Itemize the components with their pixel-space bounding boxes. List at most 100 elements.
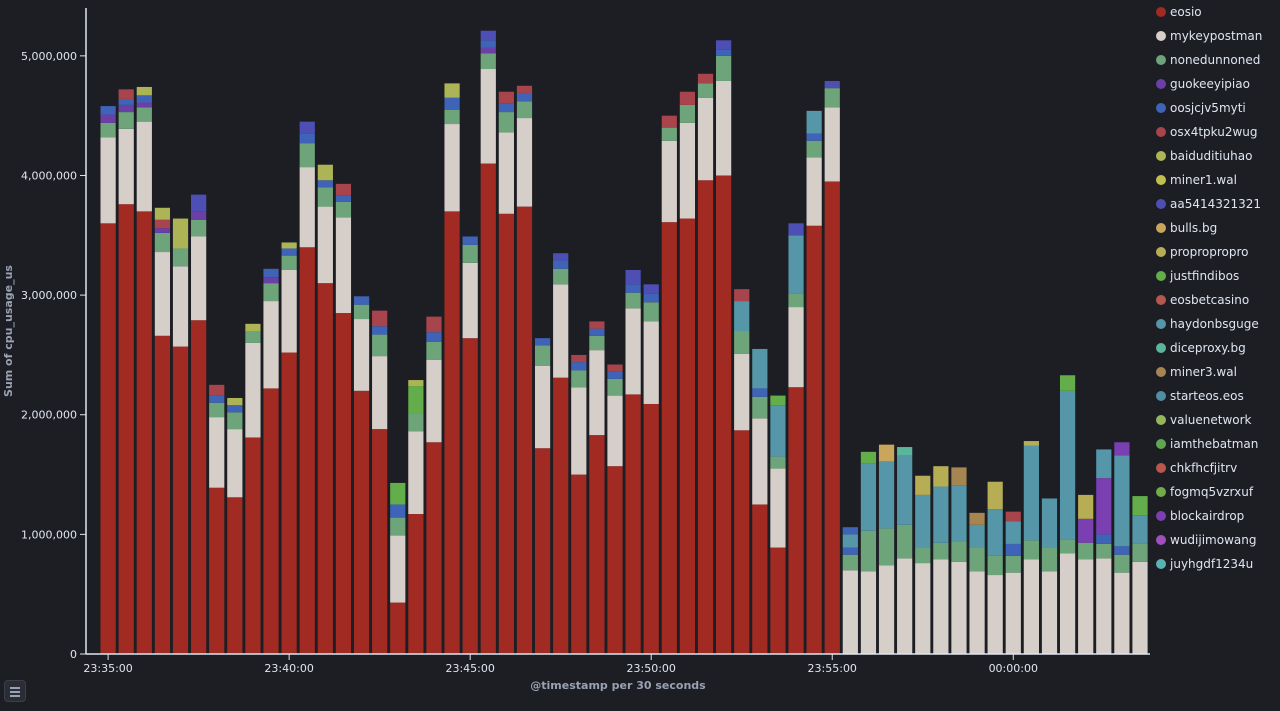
bar-segment-48-nonedunnoned[interactable] bbox=[969, 547, 985, 572]
bar-segment-8-nonedunnoned[interactable] bbox=[245, 331, 261, 343]
bar-segment-18-nonedunnoned[interactable] bbox=[426, 341, 442, 360]
bar-segment-37-nonedunnoned[interactable] bbox=[770, 456, 786, 469]
bar-segment-7-eosio[interactable] bbox=[227, 497, 243, 654]
bar-segment-3-guokeeyipiao[interactable] bbox=[154, 228, 171, 233]
bar-segment-55-mykeypostman[interactable] bbox=[1096, 558, 1112, 654]
bar-segment-30-oosjcjv5myti[interactable] bbox=[643, 293, 659, 303]
bar-segment-21-aa5414321321[interactable] bbox=[480, 30, 496, 41]
bar-segment-25-nonedunnoned[interactable] bbox=[553, 268, 569, 285]
bar-segment-34-mykeypostman[interactable] bbox=[716, 80, 732, 176]
bar-segment-3-mykeypostman[interactable] bbox=[154, 252, 171, 336]
bar-segment-40-eosio[interactable] bbox=[824, 181, 840, 654]
bar-segment-25-mykeypostman[interactable] bbox=[553, 284, 569, 378]
bar-segment-53-justfindibos[interactable] bbox=[1059, 375, 1076, 391]
legend-item-eosio[interactable]: eosio bbox=[1156, 5, 1202, 19]
bar-segment-36-haydonbsguge[interactable] bbox=[752, 348, 768, 389]
bar-segment-31-eosio[interactable] bbox=[661, 222, 677, 654]
bar-segment-10-eosio[interactable] bbox=[281, 352, 297, 654]
bar-segment-49-propropropro[interactable] bbox=[987, 481, 1003, 510]
bar-segment-2-guokeeyipiao[interactable] bbox=[136, 102, 152, 108]
bar-segment-55-oosjcjv5myti[interactable] bbox=[1096, 534, 1112, 544]
bar-segment-32-nonedunnoned[interactable] bbox=[679, 104, 696, 123]
bar-segment-8-baiduditiuhao[interactable] bbox=[245, 323, 261, 331]
bar-segment-4-nonedunnoned[interactable] bbox=[172, 248, 189, 267]
bar-segment-56-nonedunnoned[interactable] bbox=[1114, 554, 1130, 573]
bar-segment-9-nonedunnoned[interactable] bbox=[263, 283, 279, 302]
legend-item-haydonbsguge[interactable]: haydonbsguge bbox=[1156, 317, 1259, 331]
bar-segment-12-oosjcjv5myti[interactable] bbox=[317, 180, 333, 188]
bar-segment-26-osx4tpku2wug[interactable] bbox=[571, 354, 587, 363]
bar-segment-47-haydonbsguge[interactable] bbox=[951, 485, 967, 542]
bar-segment-42-justfindibos[interactable] bbox=[860, 451, 877, 464]
bar-segment-13-nonedunnoned[interactable] bbox=[335, 201, 352, 218]
legend-item-valuenetwork[interactable]: valuenetwork bbox=[1156, 413, 1252, 427]
bar-segment-44-mykeypostman[interactable] bbox=[897, 558, 913, 654]
bar-segment-24-eosio[interactable] bbox=[534, 448, 551, 654]
bar-segment-31-mykeypostman[interactable] bbox=[661, 140, 677, 223]
bar-segment-0-nonedunnoned[interactable] bbox=[100, 122, 116, 138]
bar-segment-55-blockairdrop[interactable] bbox=[1096, 478, 1112, 535]
bar-segment-35-nonedunnoned[interactable] bbox=[734, 331, 750, 354]
bar-segment-46-propropropro[interactable] bbox=[933, 466, 949, 487]
bar-segment-22-eosio[interactable] bbox=[498, 213, 514, 654]
bar-segment-47-nonedunnoned[interactable] bbox=[951, 541, 967, 562]
bar-segment-13-osx4tpku2wug[interactable] bbox=[335, 183, 352, 196]
bar-segment-24-mykeypostman[interactable] bbox=[534, 365, 551, 449]
bar-segment-34-aa5414321321[interactable] bbox=[716, 40, 732, 50]
bar-segment-46-nonedunnoned[interactable] bbox=[933, 542, 949, 560]
bar-segment-26-oosjcjv5myti[interactable] bbox=[571, 362, 587, 371]
bar-segment-13-oosjcjv5myti[interactable] bbox=[335, 195, 352, 202]
bar-segment-50-oosjcjv5myti[interactable] bbox=[1005, 543, 1021, 556]
bar-segment-10-baiduditiuhao[interactable] bbox=[281, 242, 297, 249]
bar-segment-48-miner3.wal[interactable] bbox=[969, 512, 985, 525]
bar-segment-24-nonedunnoned[interactable] bbox=[534, 345, 551, 366]
bar-segment-8-mykeypostman[interactable] bbox=[245, 342, 261, 438]
bar-segment-12-mykeypostman[interactable] bbox=[317, 206, 333, 284]
bar-segment-39-eosio[interactable] bbox=[806, 225, 822, 655]
bar-segment-7-nonedunnoned[interactable] bbox=[227, 412, 243, 430]
bar-segment-25-eosio[interactable] bbox=[553, 377, 569, 654]
bar-segment-9-mykeypostman[interactable] bbox=[263, 301, 279, 389]
bar-segment-34-eosio[interactable] bbox=[716, 175, 732, 655]
bar-segment-46-haydonbsguge[interactable] bbox=[933, 486, 949, 543]
bar-segment-47-miner3.wal[interactable] bbox=[951, 467, 967, 486]
bar-segment-2-eosio[interactable] bbox=[136, 211, 152, 654]
legend-item-oosjcjv5myti[interactable]: oosjcjv5myti bbox=[1156, 101, 1246, 115]
legend-item-fogmq5vzrxuf[interactable]: fogmq5vzrxuf bbox=[1156, 485, 1254, 499]
bar-segment-26-mykeypostman[interactable] bbox=[571, 387, 587, 475]
bar-segment-12-eosio[interactable] bbox=[317, 283, 333, 654]
bar-segment-23-oosjcjv5myti[interactable] bbox=[516, 92, 533, 102]
bar-segment-19-mykeypostman[interactable] bbox=[444, 124, 460, 212]
bar-segment-19-baiduditiuhao[interactable] bbox=[444, 83, 460, 98]
bar-segment-30-nonedunnoned[interactable] bbox=[643, 302, 659, 322]
bar-segment-55-nonedunnoned[interactable] bbox=[1096, 543, 1112, 559]
bar-segment-19-nonedunnoned[interactable] bbox=[444, 109, 460, 125]
bar-segment-1-guokeeyipiao[interactable] bbox=[118, 104, 134, 113]
bar-segment-38-aa5414321321[interactable] bbox=[788, 223, 804, 236]
bar-segment-36-mykeypostman[interactable] bbox=[752, 418, 768, 505]
bar-segment-18-oosjcjv5myti[interactable] bbox=[426, 332, 442, 342]
bar-segment-10-oosjcjv5myti[interactable] bbox=[281, 248, 297, 256]
bar-segment-57-justfindibos[interactable] bbox=[1132, 496, 1148, 516]
bar-segment-51-propropropro[interactable] bbox=[1023, 441, 1039, 446]
bar-segment-30-mykeypostman[interactable] bbox=[643, 321, 659, 404]
bar-segment-33-osx4tpku2wug[interactable] bbox=[697, 73, 714, 84]
bar-segment-39-haydonbsguge[interactable] bbox=[806, 110, 822, 134]
bar-segment-49-mykeypostman[interactable] bbox=[987, 575, 1003, 654]
bar-segment-27-osx4tpku2wug[interactable] bbox=[589, 321, 605, 329]
bar-segment-39-nonedunnoned[interactable] bbox=[806, 140, 822, 158]
bar-segment-47-mykeypostman[interactable] bbox=[951, 561, 967, 654]
bar-segment-0-guokeeyipiao[interactable] bbox=[100, 114, 116, 123]
bar-segment-43-nonedunnoned[interactable] bbox=[878, 528, 895, 566]
bar-segment-46-mykeypostman[interactable] bbox=[933, 559, 949, 654]
bar-segment-38-eosio[interactable] bbox=[788, 387, 804, 654]
bar-segment-23-mykeypostman[interactable] bbox=[516, 118, 533, 207]
bar-segment-17-nonedunnoned[interactable] bbox=[408, 413, 424, 432]
bar-segment-50-mykeypostman[interactable] bbox=[1005, 572, 1021, 654]
bar-segment-22-osx4tpku2wug[interactable] bbox=[498, 91, 514, 104]
bar-segment-15-eosio[interactable] bbox=[372, 429, 388, 654]
legend-item-aa5414321321[interactable]: aa5414321321 bbox=[1156, 197, 1261, 211]
bar-segment-39-mykeypostman[interactable] bbox=[806, 157, 822, 226]
bar-segment-3-osx4tpku2wug[interactable] bbox=[154, 219, 171, 229]
legend-item-chkfhcfjitrv[interactable]: chkfhcfjitrv bbox=[1156, 461, 1237, 475]
